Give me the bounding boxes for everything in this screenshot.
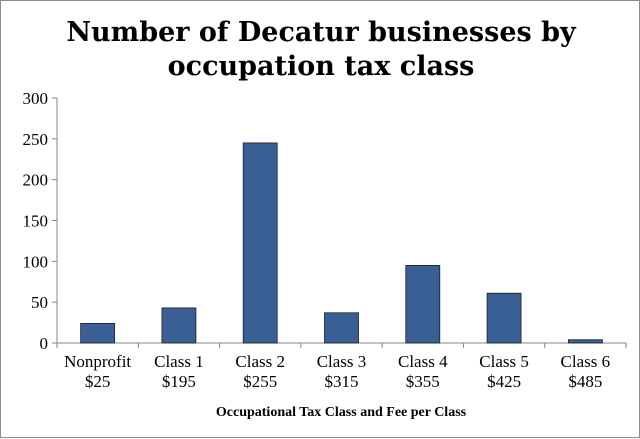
x-tick-label: $315 (325, 372, 359, 391)
chart-title-line-2: occupation tax class (168, 51, 475, 82)
bar (486, 292, 522, 344)
chart-title: Number of Decatur businesses by occupati… (66, 17, 577, 82)
bar (80, 322, 116, 344)
bar (161, 307, 197, 344)
x-axis-ticks: Nonprofit$25 Class 1$195 Class 2$255 Class … (56, 343, 627, 391)
x-tick-label: Class 4 (398, 352, 448, 371)
y-axis-ticks: 0 50 100 150 200 250 300 (23, 89, 57, 353)
y-tick-label: 200 (23, 171, 49, 190)
x-tick-label: $255 (243, 372, 277, 391)
y-tick-label: 250 (23, 130, 49, 149)
x-tick-label: Class 6 (561, 352, 611, 371)
y-tick-label: 0 (40, 334, 49, 353)
x-tick-label: $485 (568, 372, 602, 391)
x-tick-label: Nonprofit (64, 352, 131, 371)
x-tick-label: Class 1 (154, 352, 204, 371)
x-tick-label: $195 (162, 372, 196, 391)
x-tick-label: Class 2 (235, 352, 285, 371)
x-tick-label: $355 (406, 372, 440, 391)
bar (242, 142, 278, 344)
y-tick-label: 150 (23, 212, 49, 231)
axes (56, 98, 626, 344)
chart-title-line-1: Number of Decatur businesses by (66, 17, 577, 48)
y-tick-label: 50 (31, 293, 48, 312)
bar (405, 265, 441, 344)
bars (80, 142, 603, 344)
x-tick-label: Class 3 (317, 352, 367, 371)
x-tick-label: $25 (85, 372, 111, 391)
bar (324, 312, 359, 344)
bar (567, 339, 603, 344)
y-tick-label: 300 (23, 89, 49, 108)
x-axis-label: Occupational Tax Class and Fee per Class (216, 405, 467, 420)
x-tick-label: Class 5 (479, 352, 529, 371)
x-tick-label: $425 (487, 372, 521, 391)
y-tick-label: 100 (23, 252, 49, 271)
